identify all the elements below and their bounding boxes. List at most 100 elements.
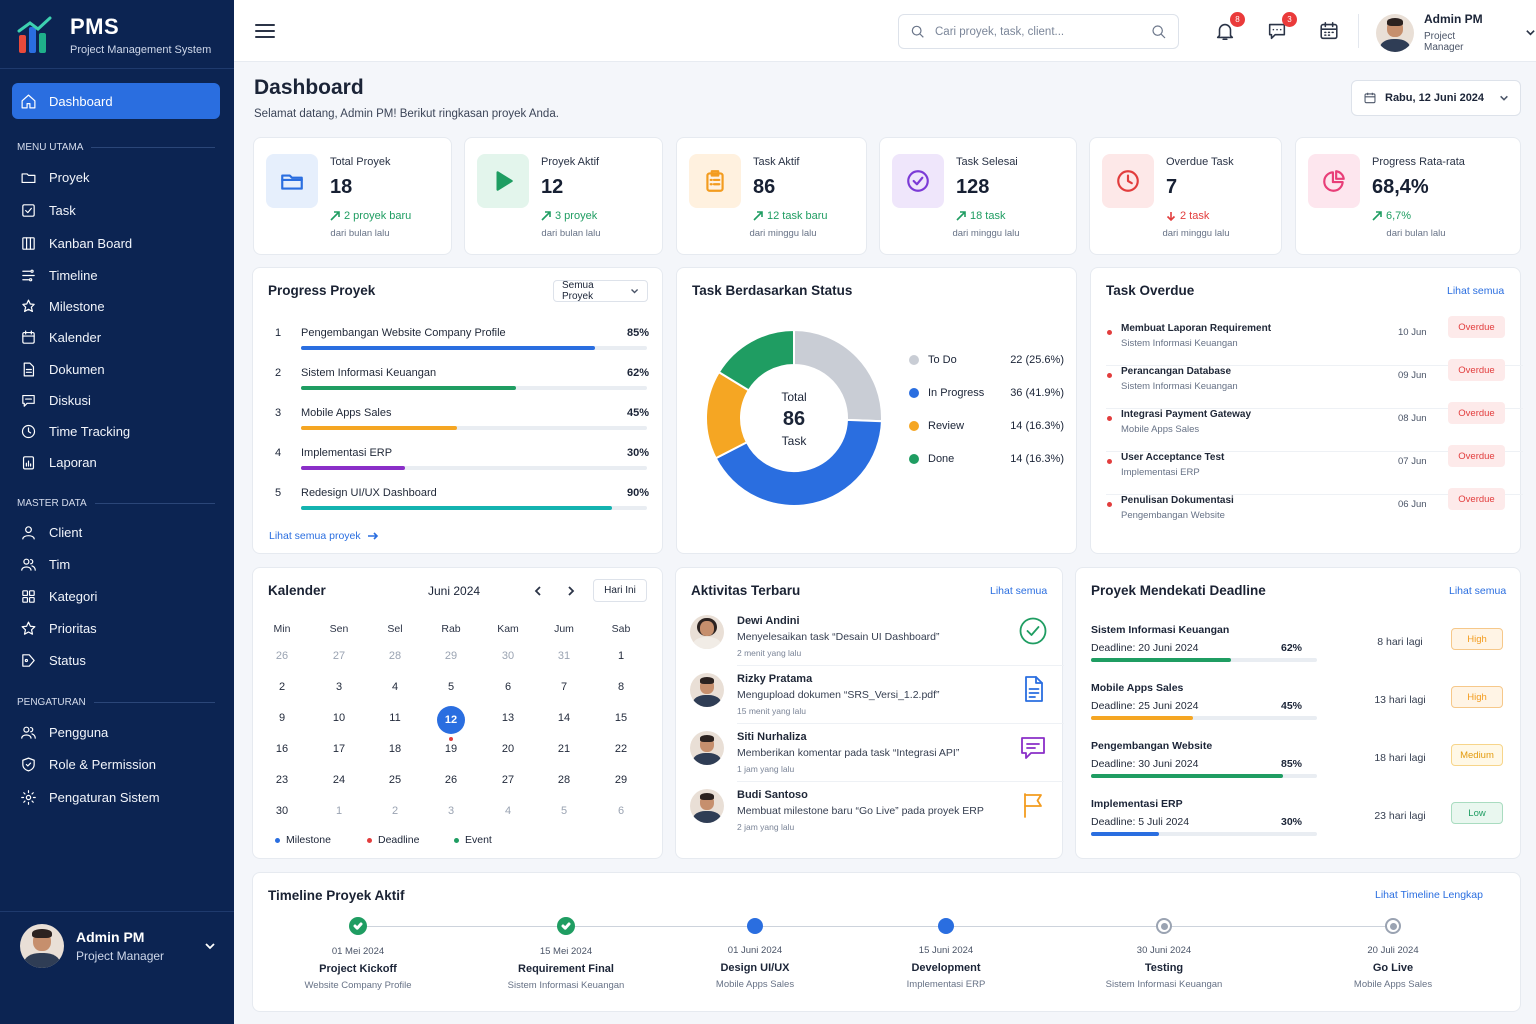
- donut-slice-done[interactable]: [717, 329, 795, 392]
- calendar-day[interactable]: 27: [332, 650, 346, 662]
- calendar-day[interactable]: 4: [391, 681, 399, 693]
- sidebar-user-menu[interactable]: Admin PM Project Manager: [20, 924, 216, 968]
- calendar-day[interactable]: 3: [447, 805, 455, 817]
- sidebar-item-pengguna[interactable]: Pengguna: [20, 724, 108, 741]
- calendar-day[interactable]: 22: [614, 743, 628, 755]
- calendar-day[interactable]: 4: [504, 805, 512, 817]
- calendar-day[interactable]: 30: [275, 805, 289, 817]
- calendar-day[interactable]: 30: [501, 650, 515, 662]
- sidebar-item-kanban-board[interactable]: Kanban Board: [20, 235, 132, 252]
- stat-card[interactable]: Overdue Task 7 2 task dari minggu lalu: [1089, 137, 1282, 255]
- timeline-milestone[interactable]: 15 Mei 2024 Requirement Final Sistem Inf…: [476, 917, 656, 991]
- sidebar-item-task[interactable]: Task: [20, 202, 76, 219]
- calendar-day[interactable]: 2: [278, 681, 286, 693]
- calendar-day-today[interactable]: 12: [437, 706, 465, 734]
- calendar-day[interactable]: 16: [275, 743, 289, 755]
- calendar-day[interactable]: 27: [501, 774, 515, 786]
- sidebar-item-proyek[interactable]: Proyek: [20, 169, 89, 186]
- deadline-project-row[interactable]: Sistem Informasi Keuangan Deadline: 20 J…: [1091, 624, 1506, 680]
- calendar-day[interactable]: 25: [388, 774, 402, 786]
- sidebar-item-status[interactable]: Status: [20, 652, 86, 669]
- timeline-milestone[interactable]: 20 Juli 2024 Go Live Mobile Apps Sales: [1303, 917, 1483, 990]
- overdue-task-row[interactable]: Membuat Laporan Requirement Sistem Infor…: [1106, 316, 1523, 366]
- deadline-project-row[interactable]: Mobile Apps Sales Deadline: 25 Juni 2024…: [1091, 682, 1506, 738]
- calendar-day[interactable]: 23: [275, 774, 289, 786]
- stat-card[interactable]: Task Selesai 128 18 task dari minggu lal…: [879, 137, 1077, 255]
- calendar-day[interactable]: 28: [557, 774, 571, 786]
- view-all-overdue-link[interactable]: Lihat semua: [1447, 285, 1505, 297]
- calendar-day[interactable]: 20: [501, 743, 515, 755]
- stat-card[interactable]: Task Aktif 86 12 task baru dari minggu l…: [676, 137, 867, 255]
- calendar-day[interactable]: 1: [335, 805, 343, 817]
- overdue-task-row[interactable]: Perancangan Database Sistem Informasi Ke…: [1106, 359, 1523, 409]
- timeline-milestone[interactable]: 01 Juni 2024 Design UI/UX Mobile Apps Sa…: [665, 917, 845, 990]
- sidebar-item-laporan[interactable]: Laporan: [20, 454, 97, 471]
- activity-item[interactable]: Budi Santoso Membuat milestone baru “Go …: [690, 789, 1050, 847]
- date-picker[interactable]: Rabu, 12 Juni 2024: [1351, 80, 1521, 116]
- calendar-day[interactable]: 15: [614, 712, 628, 724]
- sidebar-item-client[interactable]: Client: [20, 524, 82, 541]
- sidebar-item-tim[interactable]: Tim: [20, 556, 70, 573]
- hamburger-menu-icon[interactable]: [255, 23, 275, 39]
- activity-item[interactable]: Siti Nurhaliza Memberikan komentar pada …: [690, 731, 1050, 789]
- view-all-deadline-link[interactable]: Lihat semua: [1449, 585, 1507, 597]
- activity-item[interactable]: Rizky Pratama Mengupload dokumen “SRS_Ve…: [690, 673, 1050, 731]
- sidebar-item-kategori[interactable]: Kategori: [20, 588, 97, 605]
- calendar-day[interactable]: 5: [447, 681, 455, 693]
- search-submit-icon[interactable]: [1151, 24, 1167, 40]
- stat-card[interactable]: Proyek Aktif 12 3 proyek dari bulan lalu: [464, 137, 663, 255]
- timeline-milestone[interactable]: 01 Mei 2024 Project Kickoff Website Comp…: [268, 917, 448, 991]
- calendar-day[interactable]: 13: [501, 712, 515, 724]
- deadline-project-row[interactable]: Pengembangan Website Deadline: 30 Juni 2…: [1091, 740, 1506, 796]
- deadline-project-row[interactable]: Implementasi ERP Deadline: 5 Juli 2024 3…: [1091, 798, 1506, 854]
- stat-card[interactable]: Progress Rata-rata 68,4% 6,7% dari bulan…: [1295, 137, 1521, 255]
- calendar-day[interactable]: 14: [557, 712, 571, 724]
- calendar-day[interactable]: 31: [557, 650, 571, 662]
- activity-item[interactable]: Dewi Andini Menyelesaikan task “Desain U…: [690, 615, 1050, 673]
- sidebar-item-prioritas[interactable]: Prioritas: [20, 620, 97, 637]
- today-button[interactable]: Hari Ini: [593, 579, 647, 602]
- calendar-button[interactable]: [1318, 20, 1340, 42]
- calendar-day[interactable]: 26: [444, 774, 458, 786]
- view-full-timeline-link[interactable]: Lihat Timeline Lengkap: [1375, 889, 1483, 901]
- calendar-day[interactable]: 2: [391, 805, 399, 817]
- sidebar-item-diskusi[interactable]: Diskusi: [20, 392, 91, 409]
- view-all-projects-link[interactable]: Lihat semua proyek: [269, 530, 379, 542]
- calendar-day[interactable]: 21: [557, 743, 571, 755]
- timeline-milestone[interactable]: 30 Juni 2024 Testing Sistem Informasi Ke…: [1074, 917, 1254, 990]
- view-all-activity-link[interactable]: Lihat semua: [990, 585, 1048, 597]
- sidebar-item-kalender[interactable]: Kalender: [20, 329, 101, 346]
- calendar-day[interactable]: 19: [444, 743, 458, 755]
- notification-button[interactable]: 8: [1214, 12, 1245, 42]
- calendar-day[interactable]: 29: [444, 650, 458, 662]
- calendar-day[interactable]: 11: [389, 712, 401, 724]
- sidebar-item-pengaturan-sistem[interactable]: Pengaturan Sistem: [20, 789, 160, 806]
- overdue-task-row[interactable]: Penulisan Dokumentasi Pengembangan Websi…: [1106, 488, 1523, 538]
- overdue-task-row[interactable]: Integrasi Payment Gateway Mobile Apps Sa…: [1106, 402, 1523, 452]
- calendar-day[interactable]: 5: [560, 805, 568, 817]
- calendar-day[interactable]: 6: [617, 805, 625, 817]
- calendar-day[interactable]: 24: [332, 774, 346, 786]
- chevron-right-icon[interactable]: [566, 585, 576, 597]
- calendar-day[interactable]: 8: [617, 681, 625, 693]
- calendar-day[interactable]: 17: [332, 743, 346, 755]
- sidebar-item-milestone[interactable]: Milestone: [20, 298, 105, 315]
- stat-card[interactable]: Total Proyek 18 2 proyek baru dari bulan…: [253, 137, 452, 255]
- chevron-left-icon[interactable]: [533, 585, 543, 597]
- sidebar-item-role-permission[interactable]: Role & Permission: [20, 756, 156, 773]
- user-menu[interactable]: Admin PM Project Manager: [1376, 12, 1536, 53]
- calendar-day[interactable]: 18: [388, 743, 402, 755]
- sidebar-item-timeline[interactable]: Timeline: [20, 267, 98, 284]
- search-input[interactable]: Cari proyek, task, client...: [935, 25, 1065, 38]
- calendar-day[interactable]: 3: [335, 681, 343, 693]
- timeline-milestone[interactable]: 15 Juni 2024 Development Implementasi ER…: [856, 917, 1036, 990]
- calendar-day[interactable]: 10: [332, 712, 346, 724]
- search-box[interactable]: Cari proyek, task, client...: [898, 14, 1179, 49]
- calendar-day[interactable]: 9: [278, 712, 286, 724]
- calendar-day[interactable]: 28: [388, 650, 402, 662]
- brand[interactable]: PMS Project Management System: [16, 14, 211, 56]
- messages-button[interactable]: 3: [1266, 12, 1297, 42]
- project-filter-select[interactable]: Semua Proyek: [553, 280, 648, 302]
- calendar-day[interactable]: 7: [560, 681, 568, 693]
- overdue-task-row[interactable]: User Acceptance Test Implementasi ERP 07…: [1106, 445, 1523, 495]
